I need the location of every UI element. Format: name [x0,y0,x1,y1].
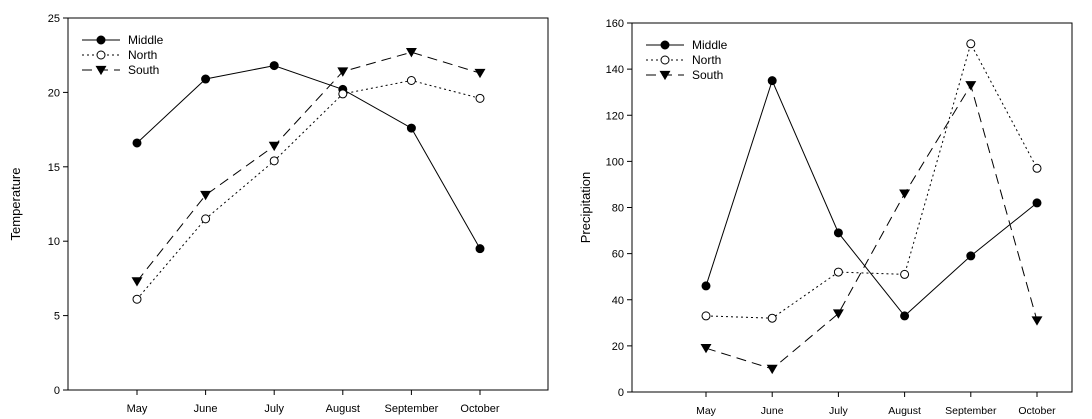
data-point-middle [475,244,485,254]
legend-label-south: South [128,63,159,77]
data-point-middle [406,123,416,133]
data-point-north [269,156,279,166]
data-point-south [200,190,212,201]
data-point-north [966,39,976,49]
y-tick-label: 0 [54,385,60,397]
data-point-south [474,68,486,79]
x-tick-label: May [696,405,717,417]
y-tick-label: 60 [612,249,624,261]
x-tick-label: September [945,405,997,417]
series-line-middle [136,65,481,249]
chart-panel-1: 0 5 10 15 20 25 May June July August September Octo… [8,13,549,415]
data-point-middle [132,138,142,148]
x-tick-label: July [829,405,848,417]
x-tick-label: October [1018,405,1056,417]
data-point-north [475,93,485,103]
x-tick-label: August [326,403,360,415]
series-line-south [705,84,1038,370]
data-point-north [833,267,843,277]
data-point-north [201,214,211,224]
series-line-south [136,51,481,282]
x-tick-label: September [384,403,438,415]
y-tick-label: 25 [48,13,60,25]
data-point-south [832,309,844,319]
y-tick-label: 160 [606,18,624,30]
data-point-north [900,269,910,279]
data-point-middle [767,76,777,86]
legend-label-north: North [692,53,721,67]
data-point-north [406,75,416,85]
y-tick-label: 0 [618,387,624,399]
series-line-north [705,42,1038,319]
data-point-middle [833,228,843,238]
x-tick-label: August [888,405,921,417]
y-tick-label: 120 [606,110,624,122]
data-point-south [965,81,977,91]
data-point-middle [966,251,976,261]
legend-marker-north [660,55,670,65]
y-tick-label: 5 [54,311,60,323]
legend-label-middle: Middle [692,38,728,52]
chart-panel-2: 0 20 40 60 80 100 120 140 160 May June July August Se… [578,18,1073,417]
legend-marker-south [659,70,671,81]
data-point-south [131,277,143,287]
series-line-middle [705,79,1038,317]
y-tick-label: 20 [612,341,624,353]
y-tick-label: 140 [606,64,624,76]
y-tick-label: 20 [48,87,60,99]
data-point-south [1031,316,1043,326]
series-line-north [136,79,481,300]
data-point-north [132,294,142,304]
y-tick-label: 10 [48,236,60,248]
legend-marker-middle [660,40,670,50]
data-point-middle [269,61,279,71]
x-tick-label: June [194,403,218,415]
data-point-north [1032,163,1042,173]
data-point-south [899,189,911,199]
x-tick-label: June [761,405,784,417]
x-tick-label: July [264,403,284,415]
data-point-middle [201,74,211,84]
data-point-south [337,67,349,77]
plot-frame [67,17,549,391]
y-tick-label: 80 [612,203,624,215]
legend-marker-middle [96,35,106,45]
y-axis-label: Temperature [8,168,23,241]
x-tick-label: May [127,403,148,415]
legend-label-north: North [128,48,157,62]
data-point-middle [1032,198,1042,208]
data-point-south [700,344,712,354]
x-tick-label: October [460,403,499,415]
legend-label-middle: Middle [128,33,164,47]
legend-marker-north [96,50,106,60]
y-axis-label: Precipitation [578,172,593,244]
data-point-north [701,311,711,321]
data-point-middle [701,281,711,291]
y-tick-label: 40 [612,295,624,307]
data-point-north [338,89,348,99]
data-point-north [767,313,777,323]
data-point-south [405,48,417,58]
y-tick-label: 15 [48,162,60,174]
y-tick-label: 100 [606,156,624,168]
legend-label-south: South [692,68,723,82]
data-point-south [268,141,280,152]
legend-marker-south [95,65,107,76]
data-point-south [766,364,778,375]
data-point-middle [900,311,910,321]
